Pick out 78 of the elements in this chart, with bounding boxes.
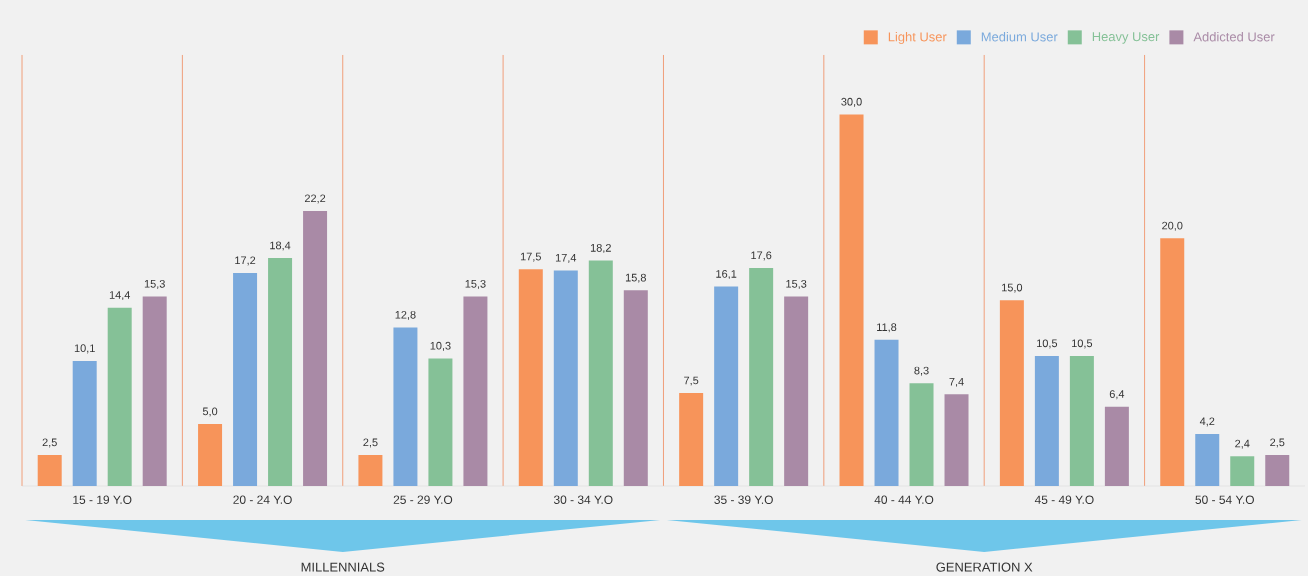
- data-label: 18,2: [590, 244, 611, 254]
- x-tick-label: 40 - 44 Y.O: [874, 495, 934, 504]
- x-tick-label: 45 - 49 Y.O: [1034, 495, 1094, 504]
- bar: [37, 455, 62, 486]
- bar: [518, 269, 543, 486]
- bar: [679, 393, 704, 486]
- x-tick-label: 30 - 34 Y.O: [553, 495, 613, 504]
- bar: [107, 307, 132, 486]
- bar: [72, 360, 97, 486]
- data-label: 11,8: [877, 323, 897, 333]
- bar: [1104, 406, 1129, 486]
- bar: [393, 327, 418, 486]
- bar: [623, 290, 648, 486]
- data-label: 17,6: [751, 251, 772, 261]
- x-tick-label: 50 - 54 Y.O: [1195, 495, 1254, 504]
- data-label: 10,5: [1037, 339, 1058, 349]
- data-label: 2,5: [42, 438, 57, 448]
- bar: [714, 286, 739, 486]
- data-label: 7,5: [684, 376, 699, 386]
- bar: [1160, 238, 1185, 486]
- data-label: 7,4: [949, 377, 964, 387]
- bar: [999, 300, 1024, 486]
- data-label: 10,1: [74, 344, 95, 354]
- data-label: 8,3: [914, 366, 929, 376]
- bar: [233, 272, 258, 486]
- bar: [1265, 455, 1290, 486]
- bar: [198, 424, 223, 486]
- bar: [749, 268, 774, 486]
- x-tick-label: 20 - 24 Y.O: [233, 495, 292, 504]
- x-tick-label: 35 - 39 Y.O: [714, 495, 773, 504]
- data-label: 10,5: [1072, 339, 1093, 349]
- data-label: 10,3: [430, 341, 451, 351]
- bar: [358, 455, 383, 486]
- text: GENERATION X: [936, 562, 1033, 572]
- bar: [463, 296, 488, 486]
- data-label: 30,0: [841, 97, 862, 107]
- x-tick-label: 15 - 19 Y.O: [73, 495, 132, 504]
- bar: [268, 258, 293, 486]
- data-label: 14,4: [109, 291, 131, 301]
- bar: [874, 339, 899, 486]
- data-label: 15,0: [1002, 283, 1023, 293]
- data-label: 17,4: [555, 254, 577, 263]
- bar: [1230, 456, 1255, 486]
- bar: [839, 114, 864, 486]
- data-label: 5,0: [202, 407, 218, 417]
- data-label: 17,5: [520, 252, 541, 262]
- data-label: 22,2: [304, 194, 326, 204]
- data-label: 2,4: [1235, 439, 1250, 449]
- legend-label: Light User: [888, 31, 947, 44]
- bar: [944, 394, 969, 486]
- data-label: 20,0: [1162, 221, 1183, 231]
- bar: [428, 358, 453, 486]
- data-label: 15,3: [465, 279, 486, 289]
- legend-label: Heavy User: [1092, 32, 1160, 44]
- text: MILLENNIALS: [301, 562, 385, 572]
- data-label: 12,8: [395, 310, 416, 320]
- bar: [909, 383, 934, 486]
- x-tick-label: 25 - 29 Y.O: [393, 495, 453, 504]
- data-label: 2,5: [1270, 438, 1285, 448]
- data-label: 15,3: [144, 279, 165, 289]
- data-label: 18,4: [270, 241, 291, 251]
- bar: [1034, 355, 1059, 486]
- bar: [142, 296, 167, 486]
- bar: [553, 270, 578, 486]
- legend-label: Addicted User: [1193, 31, 1275, 42]
- bar: [784, 296, 809, 486]
- data-label: 15,3: [786, 279, 807, 289]
- data-label: 17,2: [235, 256, 256, 266]
- bar: [303, 211, 328, 486]
- bar: [588, 260, 613, 486]
- data-label: 4,2: [1199, 417, 1215, 427]
- bar: [1069, 355, 1094, 486]
- legend-label: Medium User: [981, 31, 1058, 42]
- data-label: 16,1: [716, 270, 737, 280]
- bar: [1195, 433, 1220, 486]
- data-label: 15,8: [625, 273, 646, 283]
- data-label: 6,4: [1109, 390, 1125, 400]
- data-label: 2,5: [363, 438, 378, 448]
